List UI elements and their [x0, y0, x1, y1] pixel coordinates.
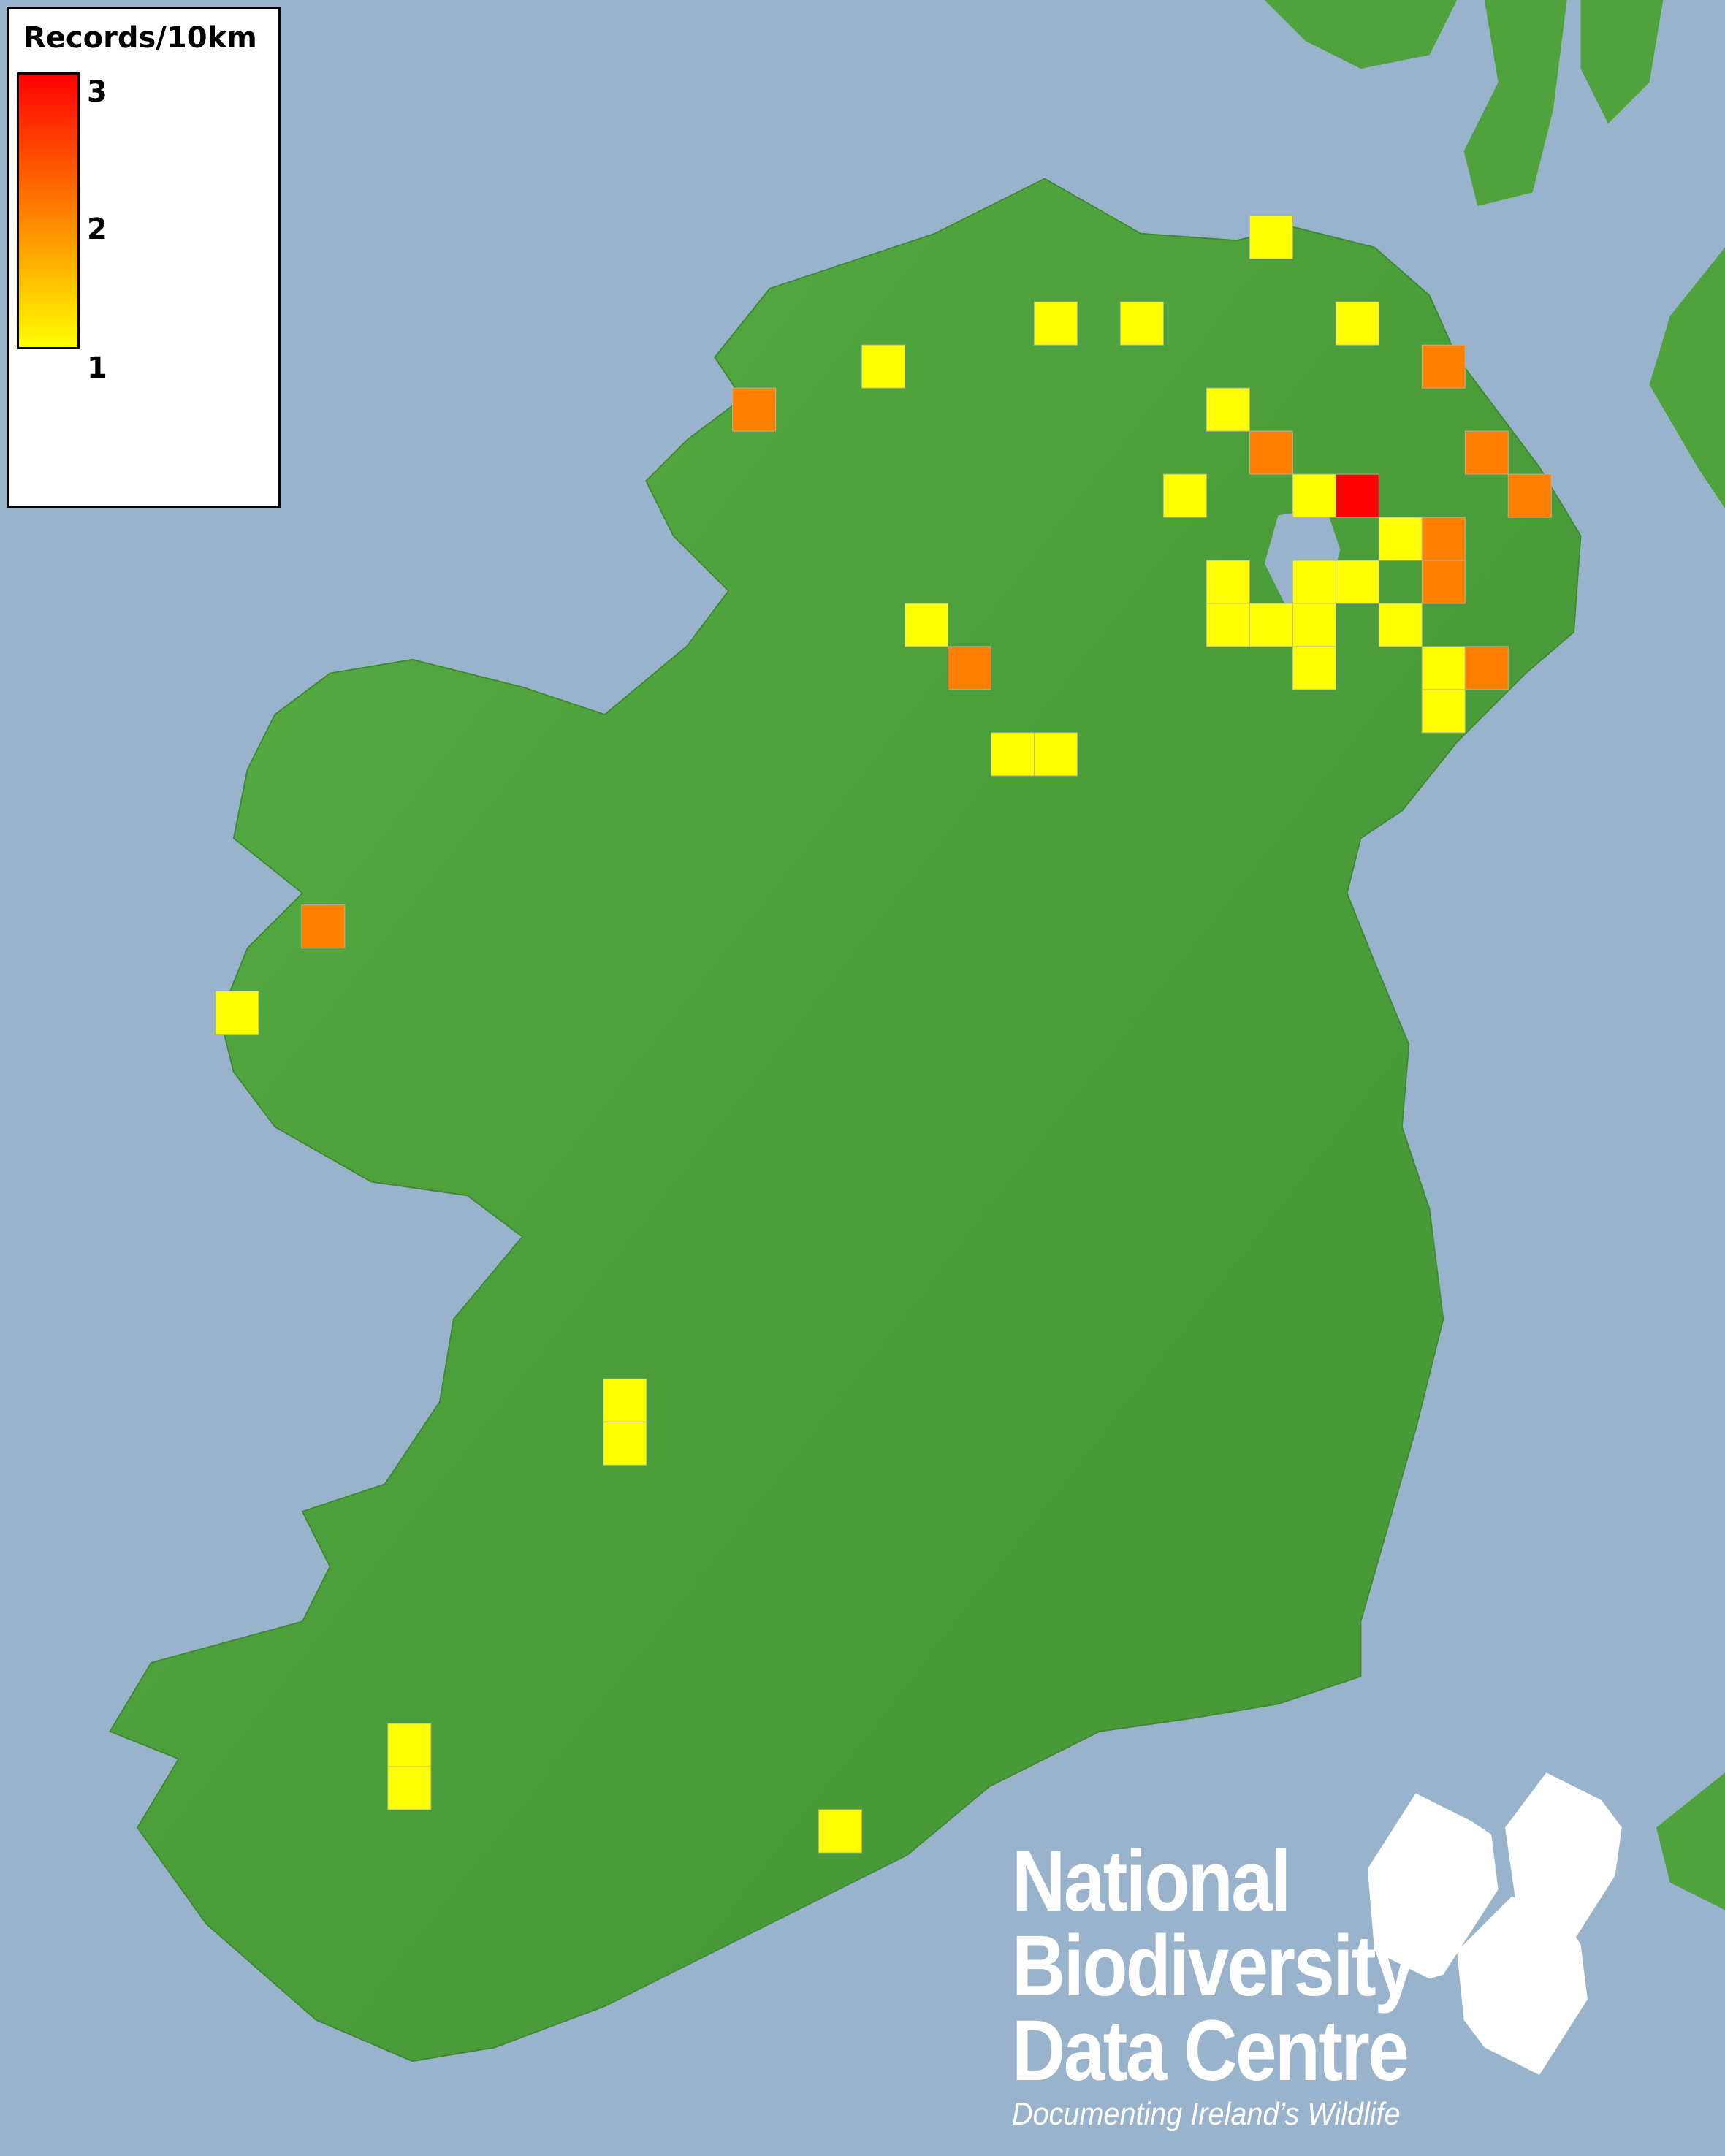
logo-text-biodiversity: Biodiversity [1012, 1918, 1416, 2014]
seahorse-hex-icon [1457, 1896, 1588, 2076]
record-cell [905, 603, 948, 647]
record-cell [1206, 560, 1250, 604]
record-cell [387, 1723, 432, 1767]
record-cell [1378, 517, 1423, 561]
record-cell [1421, 689, 1466, 734]
record-cells [215, 215, 1552, 1854]
record-cell [603, 1421, 647, 1466]
record-cell [991, 732, 1035, 777]
record-cell [1378, 603, 1423, 647]
record-cell [1421, 560, 1466, 604]
record-cell [603, 1378, 647, 1422]
record-cell [1292, 560, 1336, 604]
record-cell [1421, 344, 1466, 389]
record-cell [1292, 603, 1336, 647]
record-cell [861, 344, 906, 389]
record-cell [1335, 560, 1379, 604]
record-cell [215, 991, 259, 1035]
legend-title: Records/10km [23, 21, 257, 55]
record-cell [1464, 430, 1509, 475]
legend-min-label: 1 [87, 351, 107, 385]
record-cell [1249, 603, 1293, 647]
logo-tagline: Documenting Ireland’s Wildlife [1012, 2096, 1401, 2132]
record-cell [1421, 646, 1466, 690]
record-cell [1292, 473, 1336, 518]
butterfly-hex-icon [1504, 1772, 1622, 1951]
record-cell [1034, 301, 1078, 346]
legend-color-ramp [17, 72, 80, 349]
record-cell [387, 1766, 432, 1810]
record-cell [1507, 473, 1552, 518]
record-cell [1335, 473, 1379, 518]
record-cell [1162, 473, 1207, 518]
logo-text-data-centre: Data Centre [1012, 2003, 1409, 2099]
record-cell [1206, 387, 1250, 432]
record-cell [818, 1809, 863, 1854]
record-cell [1249, 430, 1293, 475]
legend-mid-label: 2 [87, 213, 107, 246]
tree-hex-icon [1367, 1793, 1499, 1979]
record-cell [1421, 517, 1466, 561]
record-cell [1249, 215, 1293, 259]
record-cell [1206, 603, 1250, 647]
ireland-landmass [109, 178, 1582, 2062]
legend-max-label: 3 [87, 75, 107, 109]
record-cell [948, 646, 991, 690]
logo-text-national: National [1012, 1833, 1291, 1930]
record-cell [1292, 646, 1336, 690]
record-cell [301, 904, 346, 949]
record-cell [1119, 301, 1164, 346]
legend: Records/10km 3 2 1 [7, 7, 281, 508]
record-cell [1464, 646, 1509, 690]
ndbc-logo-hexagons [1367, 1772, 1622, 2076]
record-cell [1034, 732, 1078, 777]
record-cell [732, 387, 777, 432]
record-cell [1335, 301, 1379, 346]
